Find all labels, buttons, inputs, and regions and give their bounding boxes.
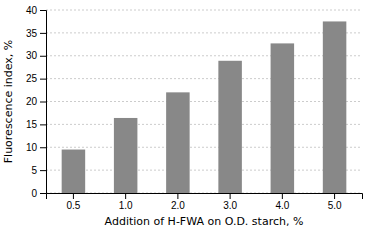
y-tick-mark bbox=[40, 124, 46, 125]
bar bbox=[166, 92, 190, 193]
y-tick-mark bbox=[40, 170, 46, 171]
x-axis-line bbox=[47, 194, 363, 200]
x-tick-mark bbox=[125, 193, 126, 199]
grid-line bbox=[46, 147, 362, 148]
x-tick-label: 5.0 bbox=[328, 200, 342, 211]
y-tick-label: 25 bbox=[26, 73, 38, 84]
y-axis-line bbox=[40, 11, 47, 194]
x-axis-label: Addition of H-FWA on O.D. starch, % bbox=[105, 215, 304, 228]
grid-line bbox=[46, 55, 362, 56]
x-tick: 3.0 bbox=[223, 193, 237, 211]
bar bbox=[218, 61, 242, 193]
y-tick-mark bbox=[40, 102, 46, 103]
x-tick-label: 4.0 bbox=[275, 200, 289, 211]
bar bbox=[271, 43, 295, 193]
x-axis: 0.5 1.0 2.0 3.0 4.0 5.0 bbox=[47, 193, 363, 211]
y-tick: 15 bbox=[26, 119, 46, 130]
y-tick: 20 bbox=[26, 96, 46, 107]
x-tick: 5.0 bbox=[328, 193, 342, 211]
x-tick-label: 2.0 bbox=[171, 200, 185, 211]
y-tick-label: 40 bbox=[26, 5, 38, 16]
y-tick-label: 5 bbox=[31, 165, 37, 176]
y-tick-mark bbox=[40, 33, 46, 34]
y-tick: 25 bbox=[26, 73, 46, 84]
bars bbox=[62, 21, 347, 193]
bar bbox=[62, 150, 86, 193]
x-tick-label: 1.0 bbox=[119, 200, 133, 211]
bar bbox=[323, 21, 347, 193]
y-tick: 30 bbox=[26, 50, 46, 61]
x-tick-mark bbox=[282, 193, 283, 199]
grid-line bbox=[46, 124, 362, 125]
x-tick: 4.0 bbox=[275, 193, 289, 211]
y-tick: 5 bbox=[31, 165, 46, 176]
y-axis: 0 5 10 15 20 25 30 35 40 bbox=[26, 5, 47, 199]
y-tick-label: 15 bbox=[26, 119, 38, 130]
y-axis-label: Fluorescence index, % bbox=[2, 40, 15, 164]
y-tick: 40 bbox=[26, 5, 46, 16]
x-tick: 2.0 bbox=[171, 193, 185, 211]
bar bbox=[114, 118, 138, 193]
y-tick-label: 10 bbox=[26, 142, 38, 153]
y-tick-label: 35 bbox=[26, 28, 38, 39]
y-tick-label: 20 bbox=[26, 96, 38, 107]
grid-line bbox=[46, 101, 362, 102]
x-tick-mark bbox=[73, 193, 74, 199]
plot-area: 0.5 1.0 2.0 3.0 4.0 5.0 0 5 10 15 20 25 30 35 40 bbox=[26, 5, 363, 211]
grid-line bbox=[46, 10, 362, 11]
y-tick-label: 0 bbox=[31, 188, 37, 199]
grid-line bbox=[46, 78, 362, 79]
x-tick-mark bbox=[230, 193, 231, 199]
grid-line bbox=[46, 170, 362, 171]
y-tick: 10 bbox=[26, 142, 46, 153]
x-tick-mark bbox=[177, 193, 178, 199]
y-tick: 0 bbox=[31, 188, 46, 199]
chart-svg: 0.5 1.0 2.0 3.0 4.0 5.0 0 5 10 15 20 25 30 35 40 Additi… bbox=[0, 0, 374, 231]
y-tick-mark bbox=[40, 10, 46, 11]
y-tick-mark bbox=[40, 193, 46, 194]
x-tick: 1.0 bbox=[119, 193, 133, 211]
x-tick: 0.5 bbox=[66, 193, 80, 211]
y-tick-mark bbox=[40, 147, 46, 148]
chart-container: 0.5 1.0 2.0 3.0 4.0 5.0 0 5 10 15 20 25 30 35 40 Additi… bbox=[0, 0, 374, 231]
y-tick-mark bbox=[40, 79, 46, 80]
y-tick-mark bbox=[40, 56, 46, 57]
y-tick-label: 30 bbox=[26, 50, 38, 61]
grid bbox=[46, 10, 362, 193]
x-tick-label: 0.5 bbox=[66, 200, 80, 211]
x-tick-label: 3.0 bbox=[223, 200, 237, 211]
grid-line bbox=[46, 32, 362, 33]
y-tick: 35 bbox=[26, 28, 46, 39]
x-tick-mark bbox=[334, 193, 335, 199]
